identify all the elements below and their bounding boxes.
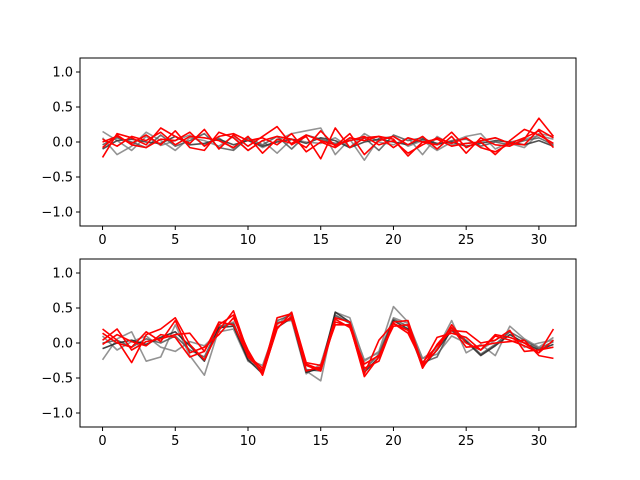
- top-panel-x-tick-label: 15: [312, 233, 329, 248]
- top-panel-series-line-7: [102, 128, 554, 153]
- top-panel-x-ticks: 0 5 10 15 20 25 30: [98, 226, 547, 248]
- bottom-panel-y-tick-label: 1.0: [52, 267, 73, 282]
- bottom-panel-y-tick-label: 0.5: [52, 302, 73, 317]
- top-panel-series-line-5: [102, 117, 555, 156]
- bottom-panel-x-tick-label: 15: [312, 434, 329, 449]
- bottom-panel-x-tick-label: 0: [98, 434, 106, 449]
- top-panel-y-ticks: −1.0 −0.5 0.0 0.5 1.0: [41, 66, 80, 221]
- bottom-panel-x-tick-label: 25: [458, 434, 475, 449]
- bottom-panel-x-tick-label: 20: [385, 434, 402, 449]
- top-panel-y-tick-label: 0.5: [52, 101, 73, 116]
- bottom-panel-x-tick-label: 10: [240, 434, 257, 449]
- top-panel: 0 5 10 15 20 25 30 −1.0 −0.5 0.0 0.5 1.0: [41, 57, 577, 248]
- bottom-panel-series: [101, 305, 555, 382]
- top-panel-y-tick-label: −1.0: [41, 206, 73, 221]
- top-panel-y-tick-label: 0.0: [52, 136, 73, 151]
- top-panel-x-tick-label: 5: [171, 233, 179, 248]
- top-panel-series: [101, 117, 555, 161]
- bottom-panel-x-tick-label: 5: [171, 434, 179, 449]
- top-panel-x-tick-label: 20: [385, 233, 402, 248]
- top-panel-x-tick-label: 0: [98, 233, 106, 248]
- bottom-panel-y-tick-label: −1.0: [41, 407, 73, 422]
- top-panel-x-tick-label: 25: [458, 233, 475, 248]
- bottom-panel-y-tick-label: 0.0: [52, 337, 73, 352]
- bottom-panel-y-ticks: −1.0 −0.5 0.0 0.5 1.0: [41, 267, 80, 422]
- top-panel-x-tick-label: 10: [240, 233, 257, 248]
- top-panel-y-tick-label: −0.5: [41, 171, 73, 186]
- bottom-panel-x-tick-label: 30: [531, 434, 548, 449]
- bottom-panel-y-tick-label: −0.5: [41, 372, 73, 387]
- top-panel-x-tick-label: 30: [531, 233, 548, 248]
- top-panel-series-line-6: [102, 130, 555, 154]
- top-panel-y-tick-label: 1.0: [52, 66, 73, 81]
- bottom-panel-x-ticks: 0 5 10 15 20 25 30: [98, 427, 547, 449]
- bottom-panel: 0 5 10 15 20 25 30 −1.0 −0.5 0.0 0.5 1.0: [41, 258, 577, 449]
- bottom-panel-series-line-7: [102, 318, 554, 371]
